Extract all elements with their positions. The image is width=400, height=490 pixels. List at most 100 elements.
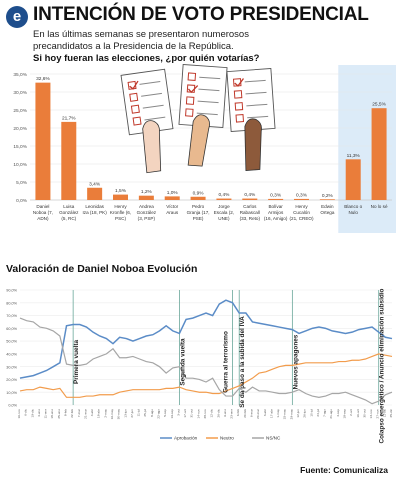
voter-hand [187,114,210,167]
line-chart-title: Valoración de Daniel Noboa Evolución [6,263,198,275]
x-tick-label: 25-ene [57,409,61,419]
x-tick-label: 18-ene [50,409,54,419]
x-tick-label: 29-may [289,409,293,420]
bar [268,198,284,200]
category-label: (3, PSP) [138,216,156,221]
bar-value-label: 1,5% [115,188,127,194]
category-label: Noboa (7, [33,210,53,215]
ballot-line [142,104,164,109]
bar-value-label: 0,3% [296,192,308,198]
x-tick-label: 25-dic [389,409,393,418]
category-label: PSE) [193,216,204,221]
bar [242,198,258,200]
event-annotation: Guerra al terrorismo [223,331,230,393]
x-tick-label: 13-nov [369,409,373,419]
legend-label: Neutro [220,436,234,441]
y-tick-label: 60,0% [6,327,17,331]
bar [294,198,309,200]
bar [87,187,103,200]
ballot-checkbox [187,72,197,81]
x-tick-label: 19-dic [30,409,34,418]
category-label: Leonidas [85,204,104,209]
x-tick-label: 26-jun [303,409,307,418]
x-tick-label: 30-may [117,409,121,420]
x-tick-label: 6-mar [250,409,254,417]
bar-value-label: 21,7% [62,115,76,121]
ballot-checkmark [129,80,139,90]
ballot-paper [120,68,174,174]
category-label: Cucalón [293,210,310,215]
vote-intention-bar-chart: 0,0% 5,0% 10,0% 15,0% 20,0% 25,0% 30,0% 35,0% 32… [13,64,396,233]
bar [35,82,51,200]
category-label: Escala (2, [214,210,234,215]
x-tick-label: 22-feb [70,409,74,418]
ballot-line [197,100,219,104]
x-tick-label: 16-oct [356,409,360,418]
x-tick-label: 27-nov [376,409,380,419]
category-label: No lo sé [371,204,388,209]
category-label: Nulo [348,210,358,215]
voter-hand [142,120,162,174]
y-tick-label: 80,0% [6,301,17,305]
y-tick-label: 10,0% [6,391,17,395]
y-tick-label: 0,0% [16,198,28,204]
ballot-paper [226,68,276,171]
x-tick-label: 2-oct [349,409,353,416]
x-tick-label: 22-ago [157,409,161,419]
x-tick-label: 23-ene [230,409,234,419]
category-label: Andrea [139,204,154,209]
y-tick-label: 5,0% [16,180,28,186]
ballot-checkbox [185,108,194,117]
x-tick-label: 17-abr [269,409,273,418]
ballot-line [245,91,267,95]
x-tick-label: 21-mar [83,409,87,419]
x-tick-label: 5-sep [163,409,167,417]
voter-hand [244,118,262,171]
legend-label: Aprobación [174,436,198,441]
x-tick-label: 7-ago [323,409,327,417]
x-tick-label: 14-nov [196,409,200,419]
x-tick-label: 18-abr [97,409,101,418]
category-label: Henry [114,204,127,209]
bar [319,199,335,200]
bar-value-label: 11,3% [347,153,361,159]
category-label: Edwin [321,204,334,209]
x-tick-label: 8-feb [64,409,68,416]
x-tick-label: 4-ene [37,409,41,417]
series-line-0 [19,299,393,379]
ballot-checkbox [234,102,244,111]
event-annotation: Colapso energético / Anuncio eliminación… [379,288,386,443]
y-tick-label: 20,0% [6,378,17,382]
x-tick-label: 11-dic [382,409,386,418]
x-tick-label: 6-dic [24,409,28,416]
x-tick-label: 12-dic [210,409,214,418]
ballot-line [198,88,220,92]
ballot-line [144,116,166,121]
bar-value-label: 3,4% [89,181,101,187]
category-label: Pedro [192,204,205,209]
y-tick-label: 30,0% [6,365,17,369]
series-line-1 [19,353,393,398]
category-label: UNE) [218,216,230,221]
x-tick-label: 19-sep [170,409,174,419]
legend-label: NS/NC [266,436,281,441]
category-label: Henry [295,204,308,209]
x-tick-label: 12-jun [296,409,300,418]
bar [371,108,387,200]
category-label: Ortega [320,210,334,215]
event-annotation: Se da paso a la subida del IVA [239,316,246,408]
y-tick-label: 25,0% [13,108,27,114]
y-tick-label: 40,0% [6,352,17,356]
bar-value-label: 0,9% [193,190,205,196]
y-tick-label: 15,0% [13,144,27,150]
x-tick-label: 16-may [110,409,114,420]
x-tick-label: 26-dic [216,409,220,418]
bar-value-label: 0,3% [270,192,282,198]
x-tick-label: 27-jun [130,409,134,418]
ballot-checkbox [130,104,140,114]
x-tick-label: 11-jul [137,409,141,417]
bar-value-label: 0,2% [322,193,334,199]
x-tick-label: 15-may [283,409,287,420]
ballot-line [244,79,266,83]
event-annotation: Segunda vuelta [179,338,186,386]
